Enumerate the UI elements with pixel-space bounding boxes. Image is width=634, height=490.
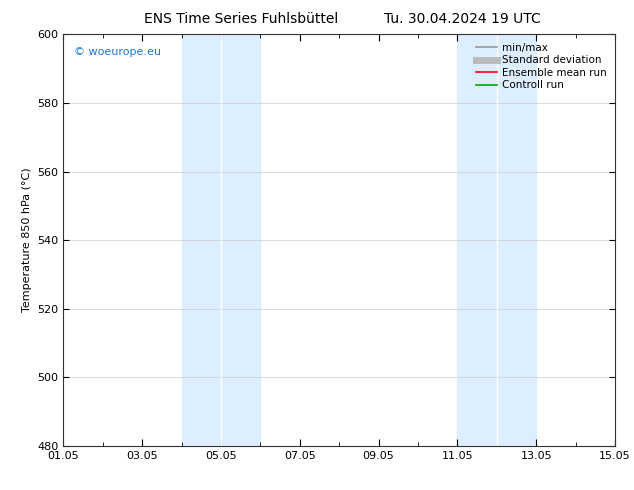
Legend: min/max, Standard deviation, Ensemble mean run, Controll run: min/max, Standard deviation, Ensemble me… bbox=[473, 40, 610, 94]
Y-axis label: Temperature 850 hPa (°C): Temperature 850 hPa (°C) bbox=[22, 168, 32, 313]
Bar bbox=[457, 34, 536, 446]
Bar bbox=[181, 34, 261, 446]
Text: © woeurope.eu: © woeurope.eu bbox=[74, 47, 162, 57]
Text: Tu. 30.04.2024 19 UTC: Tu. 30.04.2024 19 UTC bbox=[384, 12, 541, 26]
Text: ENS Time Series Fuhlsbüttel: ENS Time Series Fuhlsbüttel bbox=[144, 12, 338, 26]
